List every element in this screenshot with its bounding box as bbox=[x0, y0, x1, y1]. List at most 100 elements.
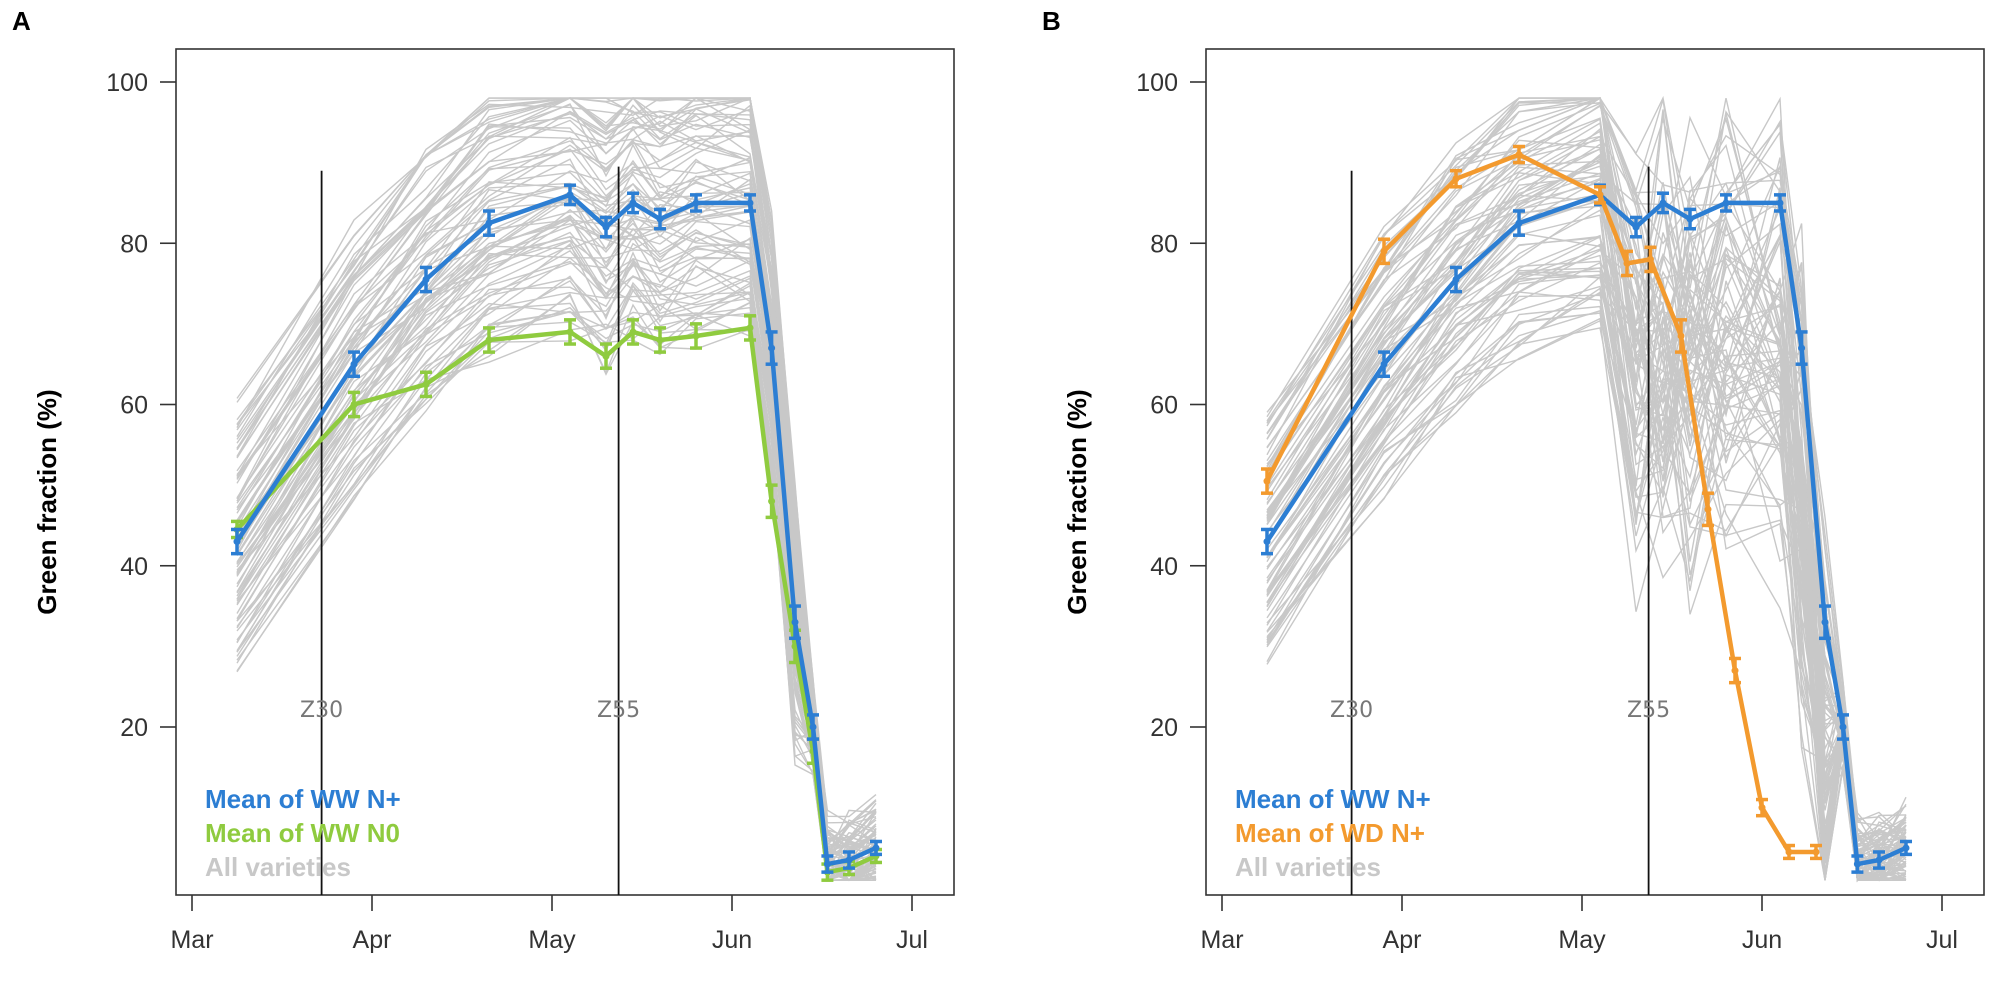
data-point bbox=[566, 191, 574, 199]
y-tick-label: 100 bbox=[1136, 69, 1178, 97]
data-point bbox=[1758, 804, 1766, 812]
data-point bbox=[629, 199, 637, 207]
panel-b: B 20 40 60 80 100 Mar Apr May Jun Jul Green fractio… bbox=[1042, 6, 1985, 954]
data-point bbox=[1839, 723, 1847, 731]
series-line bbox=[1265, 192, 1907, 867]
data-point bbox=[485, 219, 493, 227]
x-tick-label: Jun bbox=[1742, 926, 1782, 954]
x-tick-label: Apr bbox=[353, 926, 392, 954]
data-point bbox=[656, 336, 664, 344]
x-tick-label: Apr bbox=[1383, 926, 1422, 954]
data-point bbox=[422, 276, 430, 284]
y-tick-label: 20 bbox=[120, 714, 148, 742]
series-line bbox=[235, 192, 877, 867]
data-point bbox=[845, 856, 853, 864]
stage-label: Z30 bbox=[300, 698, 343, 723]
data-point bbox=[1632, 223, 1640, 231]
data-point bbox=[656, 215, 664, 223]
series-mean-of-wd-n- bbox=[1261, 144, 1822, 861]
data-point bbox=[233, 538, 241, 546]
data-point bbox=[1380, 247, 1388, 255]
stage-label: Z55 bbox=[1627, 698, 1670, 723]
panel-a: A 20 40 60 80 100 Mar Apr May Jun Jul Green fractio… bbox=[12, 6, 955, 954]
y-tick-label: 60 bbox=[1150, 392, 1178, 420]
data-point bbox=[1853, 860, 1861, 868]
legend-entry: All varieties bbox=[205, 852, 351, 882]
legend-entry: Mean of WD N+ bbox=[1235, 818, 1425, 848]
panel-letter: A bbox=[12, 6, 31, 36]
variety-line bbox=[236, 97, 877, 849]
y-tick-label: 80 bbox=[1150, 230, 1178, 258]
data-point bbox=[1452, 175, 1460, 183]
x-tick-label: Jul bbox=[896, 926, 928, 954]
y-tick-label: 40 bbox=[1150, 553, 1178, 581]
data-point bbox=[485, 336, 493, 344]
data-point bbox=[692, 199, 700, 207]
data-point bbox=[1263, 538, 1271, 546]
data-point bbox=[692, 332, 700, 340]
data-point bbox=[1731, 667, 1739, 675]
x-tick-label: Jun bbox=[712, 926, 752, 954]
y-tick-label: 20 bbox=[1150, 714, 1178, 742]
x-tick-label: May bbox=[1558, 926, 1606, 954]
data-point bbox=[809, 723, 817, 731]
data-point bbox=[768, 344, 776, 352]
data-point bbox=[602, 223, 610, 231]
x-tick-label: Mar bbox=[170, 926, 213, 954]
data-point bbox=[350, 401, 358, 408]
data-point bbox=[746, 199, 754, 207]
data-point bbox=[1515, 151, 1523, 159]
data-point bbox=[1623, 259, 1631, 267]
variety-lines bbox=[236, 97, 877, 882]
data-point bbox=[1785, 848, 1793, 856]
legend-entry: All varieties bbox=[1235, 852, 1381, 882]
data-point bbox=[1902, 844, 1910, 852]
data-point bbox=[1646, 255, 1654, 263]
panel-letter: B bbox=[1042, 6, 1061, 36]
data-point bbox=[1875, 856, 1883, 864]
data-point bbox=[1776, 199, 1784, 207]
stage-label: Z55 bbox=[597, 698, 640, 723]
data-point bbox=[872, 844, 880, 852]
series-mean-of-ww-n- bbox=[1261, 183, 1912, 874]
data-point bbox=[768, 497, 776, 505]
y-tick-label: 80 bbox=[120, 230, 148, 258]
series-mean-of-ww-n- bbox=[231, 183, 882, 874]
data-point bbox=[1659, 199, 1667, 207]
data-point bbox=[746, 324, 754, 332]
data-point bbox=[1722, 199, 1730, 207]
data-point bbox=[1380, 360, 1388, 368]
y-axis-label: Green fraction (%) bbox=[1062, 389, 1092, 614]
data-point bbox=[602, 352, 610, 360]
data-point bbox=[1704, 505, 1712, 513]
data-point bbox=[1821, 618, 1829, 626]
data-point bbox=[1263, 477, 1271, 485]
data-point bbox=[791, 618, 799, 626]
y-axis-label: Green fraction (%) bbox=[32, 389, 62, 614]
x-tick-label: Mar bbox=[1200, 926, 1243, 954]
data-point bbox=[629, 328, 637, 336]
data-point bbox=[1677, 332, 1685, 340]
data-point bbox=[1798, 344, 1806, 352]
legend-entry: Mean of WW N0 bbox=[205, 818, 400, 848]
y-tick-label: 100 bbox=[106, 69, 148, 97]
data-point bbox=[1452, 276, 1460, 284]
data-point bbox=[823, 860, 831, 868]
y-tick-label: 60 bbox=[120, 392, 148, 420]
data-point bbox=[422, 380, 430, 388]
legend-entry: Mean of WW N+ bbox=[205, 784, 401, 814]
x-tick-label: May bbox=[528, 926, 576, 954]
data-point bbox=[1596, 191, 1604, 199]
stage-label: Z30 bbox=[1330, 698, 1373, 723]
data-point bbox=[1515, 219, 1523, 227]
legend-entry: Mean of WW N+ bbox=[1235, 784, 1431, 814]
data-point bbox=[1812, 848, 1820, 856]
data-point bbox=[350, 360, 358, 368]
y-tick-label: 40 bbox=[120, 553, 148, 581]
variety-lines bbox=[1266, 95, 1907, 883]
data-point bbox=[566, 328, 574, 336]
plot-frame bbox=[175, 48, 955, 896]
data-point bbox=[1686, 215, 1694, 223]
x-tick-label: Jul bbox=[1926, 926, 1958, 954]
